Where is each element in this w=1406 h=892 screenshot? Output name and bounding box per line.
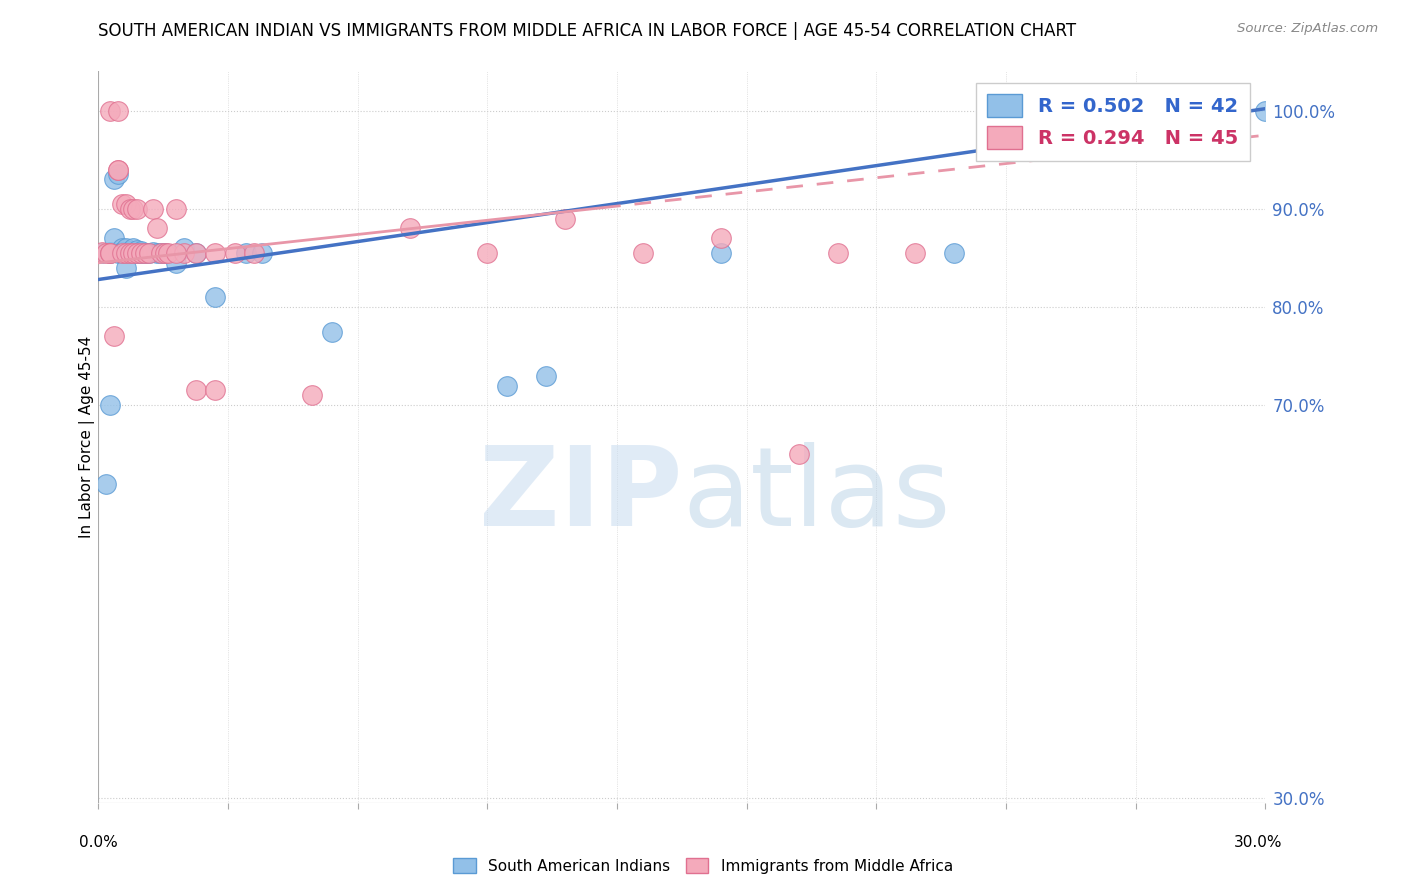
Point [111,246,134,260]
Point [1254,103,1277,118]
Point [477,246,499,260]
Point [118,246,141,260]
Point [173,241,195,255]
Point [173,246,195,260]
Point [138,246,160,260]
Point [827,246,849,260]
Point [1137,128,1160,143]
Point [153,246,176,260]
Point [204,290,226,304]
Point [129,246,152,260]
Point [127,202,149,216]
Point [129,244,152,258]
Text: SOUTH AMERICAN INDIAN VS IMMIGRANTS FROM MIDDLE AFRICA IN LABOR FORCE | AGE 45-5: SOUTH AMERICAN INDIAN VS IMMIGRANTS FROM… [98,22,1077,40]
Point [142,202,165,216]
Point [250,246,273,260]
Point [91,246,114,260]
Point [184,246,207,260]
Point [127,243,149,257]
Point [904,246,927,260]
Point [107,168,129,182]
Point [107,162,129,177]
Point [398,221,420,235]
Point [142,245,165,260]
Point [943,246,966,260]
Point [134,246,156,260]
Point [631,246,654,260]
Point [111,245,134,260]
Point [157,246,180,260]
Point [153,246,176,260]
Text: Source: ZipAtlas.com: Source: ZipAtlas.com [1237,22,1378,36]
Text: 0.0%: 0.0% [79,836,118,850]
Point [96,246,118,260]
Point [204,246,226,260]
Point [787,447,810,461]
Legend: South American Indians, Immigrants from Middle Africa: South American Indians, Immigrants from … [447,852,959,880]
Point [134,246,156,260]
Point [118,246,141,260]
Point [204,384,226,398]
Text: ZIP: ZIP [478,442,682,549]
Point [146,246,169,260]
Point [710,231,733,245]
Point [111,246,134,260]
Point [321,325,343,339]
Legend: R = 0.502   N = 42, R = 0.294   N = 45: R = 0.502 N = 42, R = 0.294 N = 45 [976,83,1250,161]
Point [534,368,557,383]
Point [301,388,323,402]
Text: atlas: atlas [682,442,950,549]
Point [224,246,246,260]
Point [165,256,187,270]
Point [554,211,576,226]
Point [114,246,136,260]
Point [103,231,125,245]
Point [129,246,152,260]
Point [149,246,172,260]
Y-axis label: In Labor Force | Age 45-54: In Labor Force | Age 45-54 [79,336,96,538]
Point [96,476,118,491]
Point [114,260,136,275]
Point [91,245,114,260]
Point [184,246,207,260]
Point [122,202,145,216]
Point [149,246,172,260]
Point [111,197,134,211]
Point [495,378,517,392]
Point [127,246,149,260]
Point [111,241,134,255]
Point [98,398,121,412]
Point [107,162,129,177]
Point [710,246,733,260]
Point [98,246,121,260]
Point [98,246,121,260]
Point [118,244,141,258]
Point [146,221,169,235]
Point [98,245,121,260]
Point [122,246,145,260]
Point [184,384,207,398]
Point [243,246,266,260]
Point [103,329,125,343]
Point [114,241,136,255]
Point [98,103,121,118]
Point [165,202,187,216]
Point [122,241,145,255]
Point [107,246,129,260]
Point [235,246,257,260]
Point [138,246,160,260]
Text: 30.0%: 30.0% [1234,836,1282,850]
Point [114,197,136,211]
Point [122,246,145,260]
Point [107,103,129,118]
Point [103,172,125,186]
Point [98,246,121,260]
Point [127,246,149,260]
Point [165,246,187,260]
Point [114,246,136,260]
Point [118,202,141,216]
